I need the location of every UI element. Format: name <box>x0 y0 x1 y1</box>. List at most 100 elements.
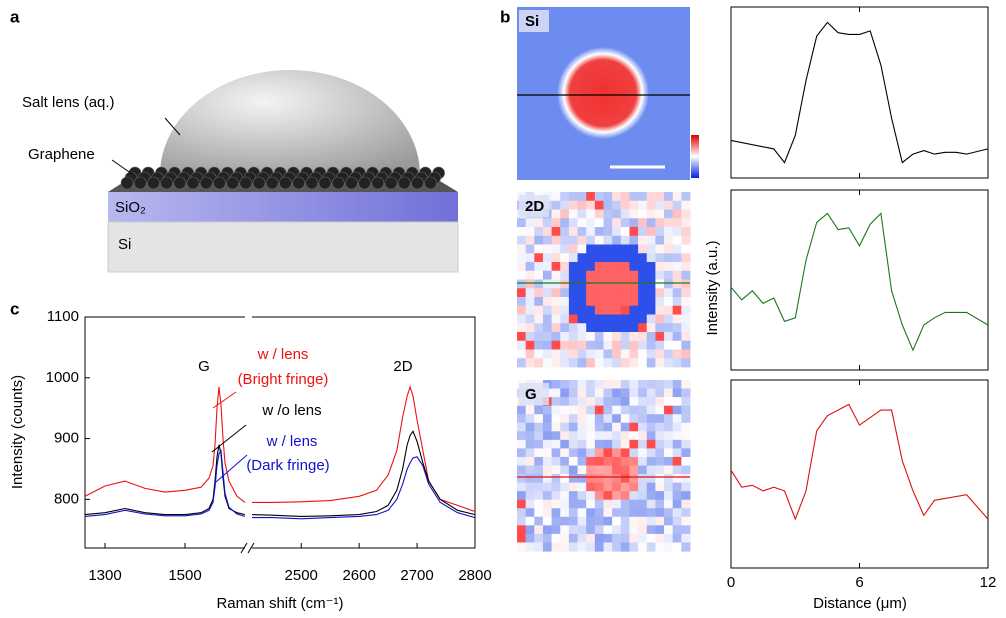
map-pixel <box>586 380 596 390</box>
map-pixel <box>577 448 587 458</box>
map-pixel <box>664 405 674 415</box>
map-pixel <box>612 448 622 458</box>
map-pixel <box>577 388 587 398</box>
map-pixel <box>620 397 630 407</box>
map-pixel <box>568 414 579 424</box>
charts: c 800 900 1000 1100 1300 1500 2500 2600 2700 2800 R… <box>9 6 996 612</box>
map-pixel <box>672 456 682 467</box>
map-pixel <box>560 482 570 492</box>
map-label: G <box>525 386 537 403</box>
map-pixel <box>646 227 656 237</box>
axis-break <box>245 311 252 323</box>
map-pixel <box>672 235 682 245</box>
map-pixel <box>603 200 613 210</box>
map-pixel <box>681 288 691 298</box>
map-pixel <box>603 262 613 272</box>
map-pixel <box>577 414 587 424</box>
map-pixel <box>638 288 648 298</box>
map-pixel <box>594 508 604 518</box>
map-pixel <box>603 323 613 333</box>
map-pixel <box>620 516 630 526</box>
y-axis-label: Intensity (a.u.) <box>704 240 721 335</box>
map-pixel <box>629 262 639 272</box>
map-pixel <box>525 297 535 307</box>
map-pixel <box>646 542 656 552</box>
map-pixel <box>534 279 544 289</box>
map-pixel <box>672 262 682 272</box>
map-pixel <box>629 340 639 350</box>
map-pixel <box>534 323 544 333</box>
map-pixel <box>629 279 639 289</box>
map-pixel <box>525 508 535 518</box>
map-pixel <box>525 279 535 289</box>
map-pixel <box>646 297 656 307</box>
colorbar <box>691 135 699 178</box>
map-pixel <box>612 388 622 398</box>
map-pixel <box>525 332 535 342</box>
map-pixel <box>655 279 665 289</box>
map-pixel <box>620 508 630 518</box>
map-pixel <box>655 305 665 315</box>
map-pixel <box>577 305 587 315</box>
map-pixel <box>551 227 561 237</box>
map-pixel <box>586 340 596 350</box>
map-pixel <box>560 542 570 552</box>
annotation: w / lens <box>266 433 318 450</box>
map-pixel <box>664 262 674 272</box>
map-pixel <box>577 439 587 449</box>
map-pixel <box>594 358 604 368</box>
map-pixel <box>646 422 656 432</box>
map-pixel <box>542 414 553 424</box>
x-tick-label: 2800 <box>458 567 491 584</box>
map-pixel <box>681 491 691 501</box>
map-pixel <box>655 380 665 390</box>
map-pixel <box>638 448 648 458</box>
map-pixel <box>646 305 656 315</box>
map-pixel <box>517 218 527 228</box>
map-pixel <box>525 244 535 254</box>
map-pixel <box>586 253 596 263</box>
map-pixel <box>620 200 630 210</box>
map-pixel <box>568 305 579 315</box>
map-pixel <box>594 499 604 509</box>
map-pixel <box>586 218 596 228</box>
map-pixel <box>568 448 579 458</box>
map-pixel <box>603 491 613 501</box>
map-pixel <box>646 380 656 390</box>
y-tick-label: 1000 <box>46 369 79 386</box>
map-pixel <box>646 525 656 535</box>
map-pixel <box>542 439 553 449</box>
map-pixel <box>594 297 604 307</box>
map-pixel <box>638 253 648 263</box>
annotation: 2D <box>393 358 412 375</box>
map-pixel <box>560 414 570 424</box>
map-pixel <box>629 422 639 432</box>
map-pixel <box>603 332 613 342</box>
map-pixel <box>629 323 639 333</box>
map-pixel <box>542 358 553 368</box>
map-pixel <box>664 323 674 333</box>
map-pixel <box>577 297 587 307</box>
map-pixel <box>664 499 674 509</box>
map-pixel <box>594 270 604 280</box>
map-pixel <box>664 358 674 368</box>
map-pixel <box>560 262 570 272</box>
label: SiO₂ <box>115 199 146 216</box>
map-pixel <box>551 508 561 518</box>
graphene-atom <box>371 176 385 190</box>
map-pixel <box>551 482 561 492</box>
map-pixel <box>655 414 665 424</box>
map-pixel <box>655 358 665 368</box>
map-pixel <box>551 422 561 432</box>
map-pixel <box>620 422 630 432</box>
map-pixel <box>646 499 656 509</box>
map-pixel <box>655 405 665 415</box>
map-pixel <box>672 542 682 552</box>
map-pixel <box>655 448 665 458</box>
map-pixel <box>681 456 691 467</box>
map-pixel <box>577 235 587 245</box>
map-pixel <box>655 516 665 526</box>
map-pixel <box>664 279 674 289</box>
map-pixel <box>568 525 579 535</box>
map-pixel <box>664 253 674 263</box>
